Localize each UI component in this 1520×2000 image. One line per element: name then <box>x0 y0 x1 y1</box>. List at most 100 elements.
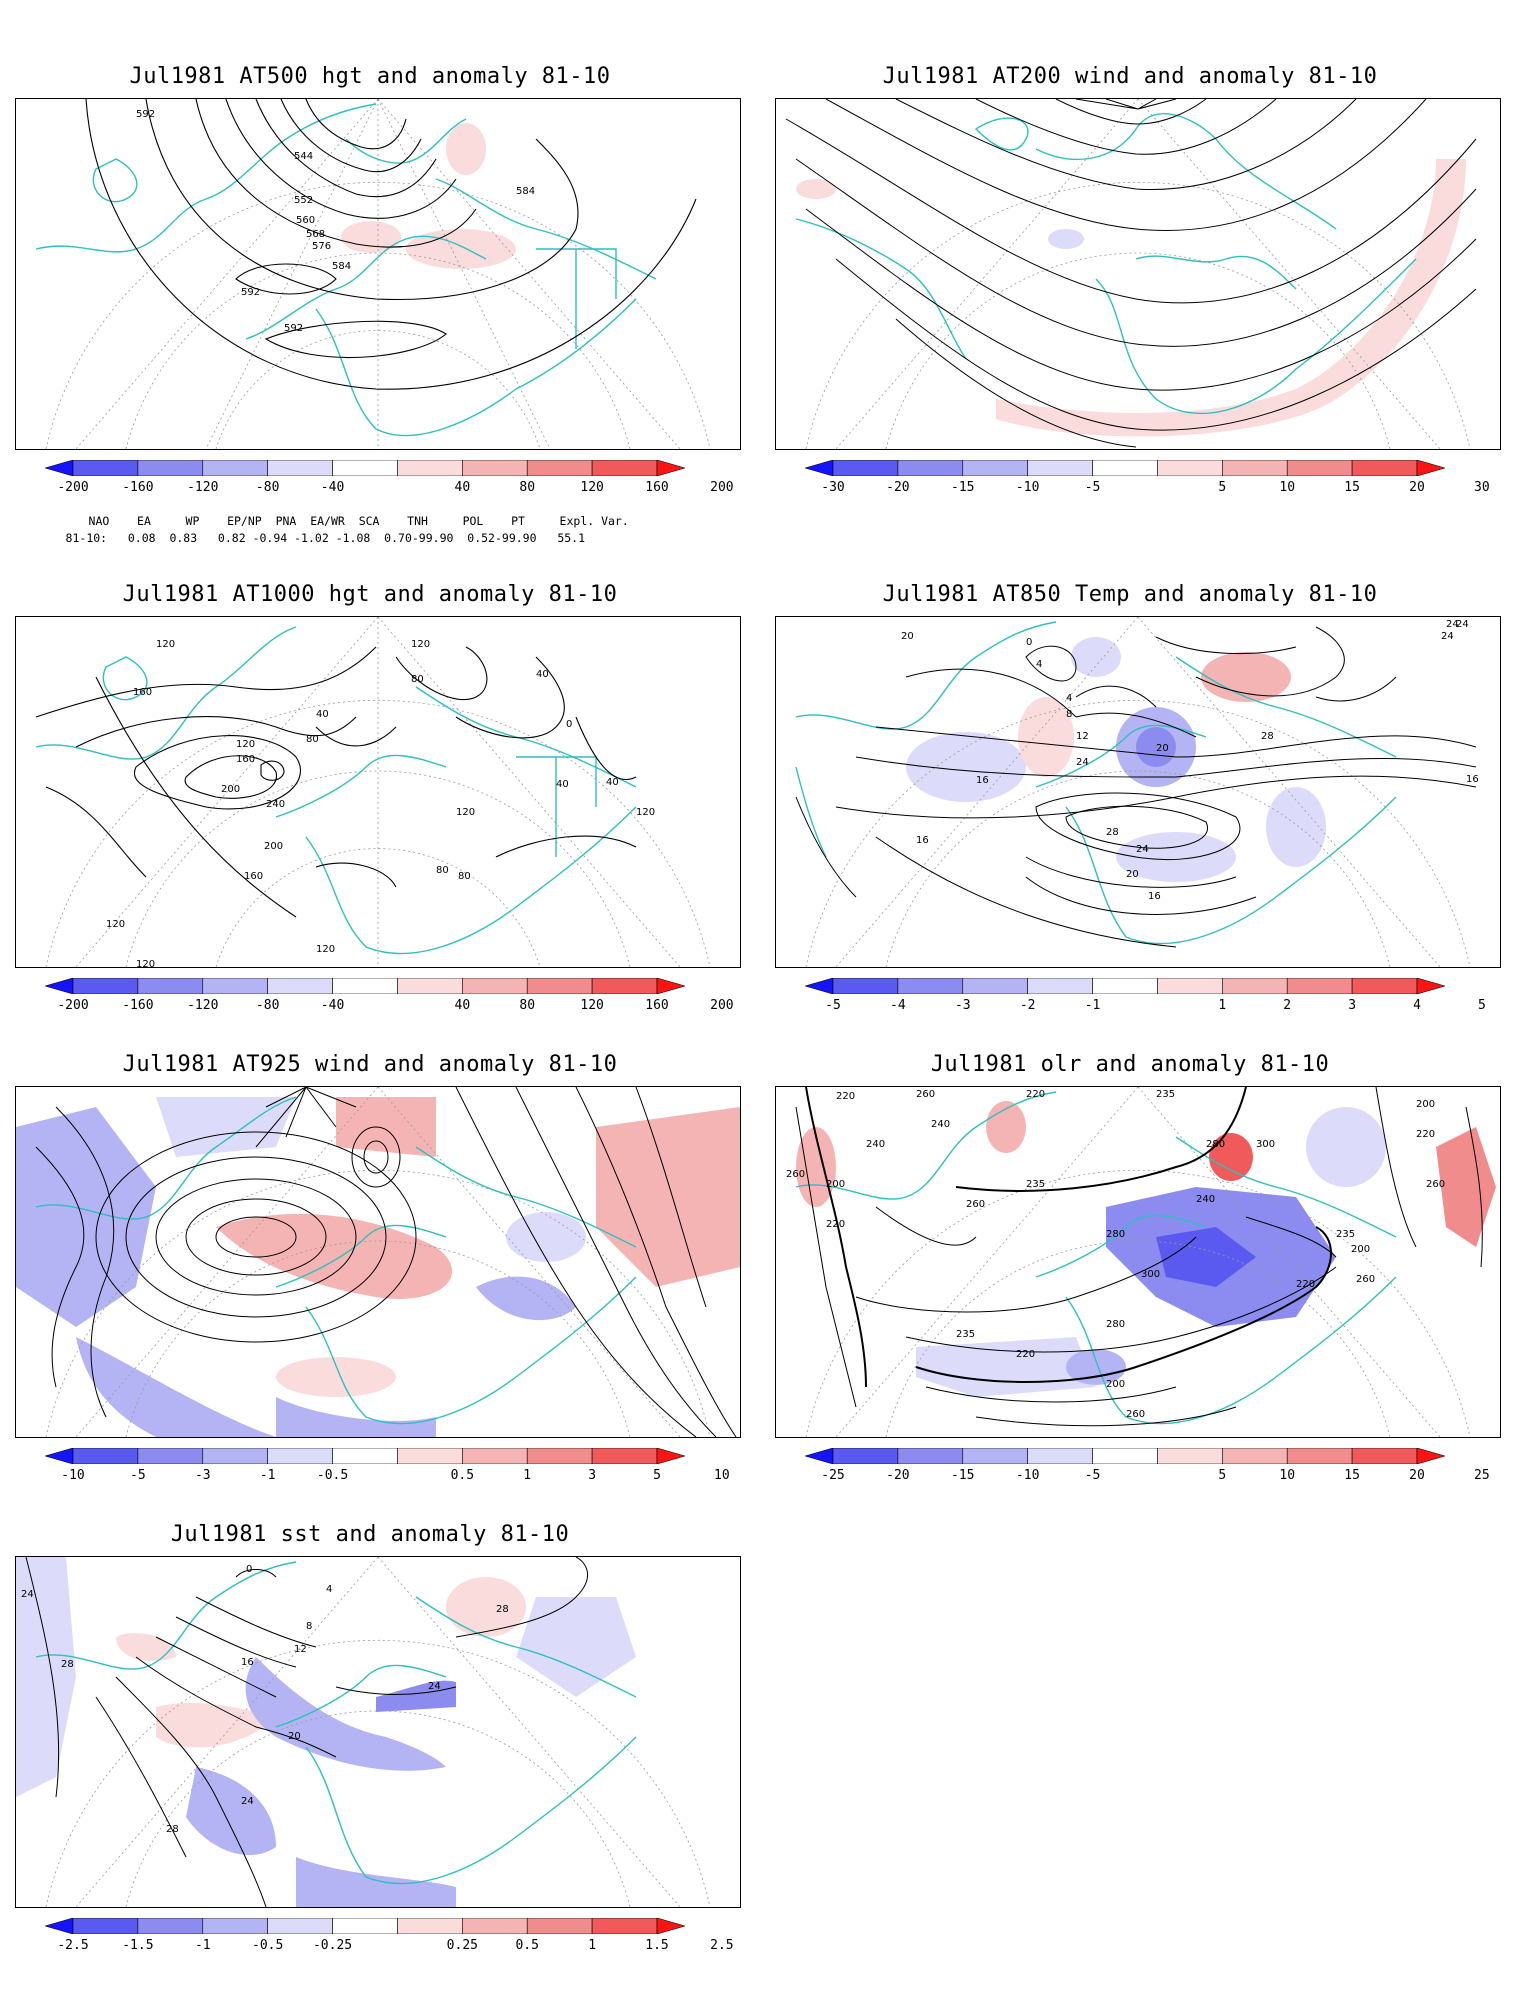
panel-title: Jul1981 AT200 wind and anomaly 81-10 <box>882 64 1378 89</box>
map-sst: 24 28 0 4 8 12 16 20 24 28 24 28 <box>15 1556 741 1908</box>
colorbar-label: 5 <box>653 1468 661 1483</box>
svg-text:12: 12 <box>1076 731 1089 742</box>
colorbar-label: 2 <box>1283 998 1292 1013</box>
colorbar-labels: -200 -160 -120 -80 -40 40 80 120 160 200 <box>45 998 733 1016</box>
colorbar-segment <box>72 977 139 995</box>
colorbar-label: -30 <box>821 480 845 495</box>
colorbar-label: -120 <box>187 998 219 1013</box>
colorbar-segment <box>1157 1447 1223 1465</box>
colorbar-label: 2.5 <box>710 1938 734 1953</box>
colorbar-segment <box>591 459 658 477</box>
anom-neg <box>156 1097 296 1157</box>
panel-500hgt: Jul1981 AT500 hgt and anomaly 81-10 <box>0 64 741 545</box>
contours <box>35 646 637 918</box>
svg-text:24: 24 <box>1446 619 1459 630</box>
contours <box>795 1087 1483 1427</box>
colorbar-segment <box>137 1447 204 1465</box>
hdr: NAO <box>88 514 110 528</box>
colorbar-svg <box>43 977 687 995</box>
coastlines <box>35 103 657 437</box>
colorbar-segment <box>591 977 658 995</box>
colorbar-segment <box>832 977 899 995</box>
colorbar-segment <box>1027 459 1093 477</box>
svg-text:220: 220 <box>836 1091 855 1102</box>
colorbar-segment <box>462 1917 528 1935</box>
svg-text:120: 120 <box>411 639 430 650</box>
svg-text:28: 28 <box>61 1659 74 1670</box>
anom-pos <box>341 221 401 253</box>
anom-pos <box>596 1107 740 1287</box>
coastlines <box>35 1561 637 1885</box>
colorbar-label: -5 <box>825 998 841 1013</box>
anom-neg <box>245 1657 446 1771</box>
colorbar-svg <box>803 459 1447 477</box>
map-svg: 24 28 0 4 8 12 16 20 24 28 24 28 <box>16 1557 711 1907</box>
colorbar-segment <box>462 459 528 477</box>
map-850temp: 20 0 4 4 8 12 20 24 28 24 16 16 16 28 24… <box>775 616 1501 968</box>
anom-neg <box>76 1337 276 1437</box>
colorbar-segment <box>1092 459 1158 477</box>
svg-text:24: 24 <box>1076 757 1089 768</box>
colorbar-label: 5 <box>1218 480 1227 495</box>
colorbar <box>43 1917 687 1938</box>
svg-text:544: 544 <box>294 151 313 162</box>
svg-text:40: 40 <box>316 709 329 720</box>
colorbar-segment <box>43 1917 74 1935</box>
colorbar-label: 4 <box>1413 998 1421 1013</box>
colorbar-segment <box>202 977 268 995</box>
colorbar-label: 40 <box>454 480 471 495</box>
contours <box>25 1557 588 1907</box>
svg-text:40: 40 <box>606 777 619 788</box>
svg-text:235: 235 <box>1026 1179 1045 1190</box>
svg-text:260: 260 <box>916 1089 935 1100</box>
anom-neg <box>1306 1107 1386 1187</box>
colorbar-label: 160 <box>645 480 669 495</box>
colorbar-label: -2.5 <box>57 1938 89 1953</box>
panel-1000hgt: Jul1981 AT1000 hgt and anomaly 81-10 <box>0 582 741 1013</box>
colorbar-label: 80 <box>519 998 536 1013</box>
map-svg: 592 544 552 560 568 576 584 592 592 584 <box>35 99 711 449</box>
anom-neg <box>1071 637 1121 677</box>
svg-text:260: 260 <box>1426 1179 1445 1190</box>
anom-neg <box>376 1680 456 1712</box>
colorbar-segment <box>202 1917 268 1935</box>
svg-text:220: 220 <box>1416 1129 1435 1140</box>
svg-text:200: 200 <box>1351 1244 1370 1255</box>
panel-title: Jul1981 AT1000 hgt and anomaly 81-10 <box>122 582 618 607</box>
svg-text:235: 235 <box>1156 1089 1175 1100</box>
svg-text:240: 240 <box>266 799 285 810</box>
svg-text:0: 0 <box>566 719 572 730</box>
colorbar-label: -3 <box>194 1468 211 1483</box>
contour-labels: 260 220 240 220 240 235 260 200 220 260 … <box>786 1089 1445 1420</box>
anom-neg <box>186 1767 276 1856</box>
svg-text:220: 220 <box>1016 1349 1035 1360</box>
svg-text:12: 12 <box>294 1644 307 1655</box>
svg-text:160: 160 <box>133 687 152 698</box>
svg-text:28: 28 <box>1106 827 1119 838</box>
colorbar-labels: -30 -20 -15 -10 -5 5 10 15 20 30 <box>805 480 1489 498</box>
colorbar-svg <box>43 1917 687 1935</box>
contour-labels: 120 160 120 160 200 240 200 160 120 40 8… <box>106 639 655 967</box>
svg-text:40: 40 <box>536 669 549 680</box>
colorbar <box>803 977 1447 998</box>
svg-text:120: 120 <box>136 959 155 967</box>
anom-neg <box>1136 727 1176 767</box>
svg-text:120: 120 <box>236 739 255 750</box>
colorbar-segment <box>397 1917 463 1935</box>
contour-labels: 24 28 0 4 8 12 16 20 24 28 24 28 <box>21 1564 509 1835</box>
panel-title: Jul1981 AT500 hgt and anomaly 81-10 <box>129 64 611 89</box>
colorbar-label: -5 <box>1084 1468 1101 1483</box>
colorbar-segment <box>1416 1447 1447 1465</box>
anom-pos <box>216 1213 453 1299</box>
svg-text:200: 200 <box>826 1179 845 1190</box>
map-svg: 20 0 4 4 8 12 20 24 28 24 16 16 16 28 24… <box>795 617 1479 967</box>
panel-850temp: Jul1981 AT850 Temp and anomaly 81-10 <box>760 582 1501 1013</box>
svg-text:200: 200 <box>221 784 240 795</box>
svg-text:80: 80 <box>411 674 424 685</box>
contours <box>85 99 697 390</box>
svg-text:220: 220 <box>826 1219 845 1230</box>
anom-neg <box>1156 1227 1256 1287</box>
svg-text:240: 240 <box>1196 1194 1215 1205</box>
colorbar-segment <box>137 1917 204 1935</box>
svg-text:220: 220 <box>1026 1089 1045 1100</box>
